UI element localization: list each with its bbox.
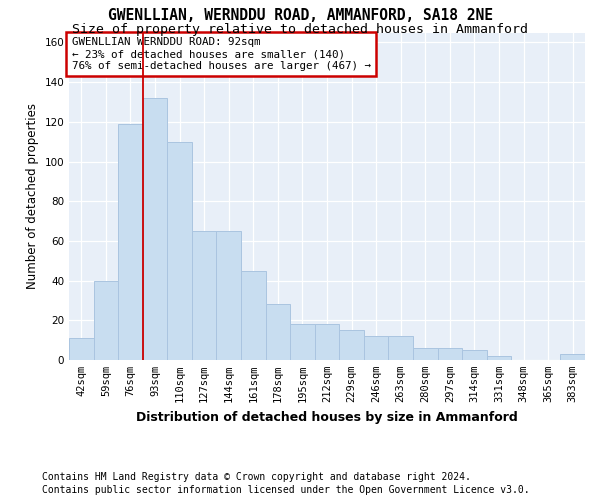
Text: GWENLLIAN WERNDDU ROAD: 92sqm
← 23% of detached houses are smaller (140)
76% of : GWENLLIAN WERNDDU ROAD: 92sqm ← 23% of d… (71, 38, 371, 70)
Bar (560, 354, 585, 360)
Bar (388, 336, 413, 360)
Bar (437, 348, 462, 360)
Bar (217, 231, 241, 360)
Y-axis label: Number of detached properties: Number of detached properties (26, 104, 39, 289)
Bar (192, 231, 217, 360)
Bar (266, 304, 290, 360)
Bar (241, 270, 266, 360)
X-axis label: Distribution of detached houses by size in Ammanford: Distribution of detached houses by size … (136, 410, 518, 424)
Bar (118, 124, 143, 360)
Text: Contains HM Land Registry data © Crown copyright and database right 2024.: Contains HM Land Registry data © Crown c… (42, 472, 471, 482)
Bar (339, 330, 364, 360)
Text: Contains public sector information licensed under the Open Government Licence v3: Contains public sector information licen… (42, 485, 530, 495)
Bar (143, 98, 167, 360)
Bar (364, 336, 388, 360)
Bar (167, 142, 192, 360)
Bar (290, 324, 315, 360)
Bar (413, 348, 437, 360)
Text: GWENLLIAN, WERNDDU ROAD, AMMANFORD, SA18 2NE: GWENLLIAN, WERNDDU ROAD, AMMANFORD, SA18… (107, 8, 493, 23)
Bar (69, 338, 94, 360)
Text: Size of property relative to detached houses in Ammanford: Size of property relative to detached ho… (72, 22, 528, 36)
Bar (315, 324, 339, 360)
Bar (487, 356, 511, 360)
Bar (94, 280, 118, 360)
Bar (462, 350, 487, 360)
